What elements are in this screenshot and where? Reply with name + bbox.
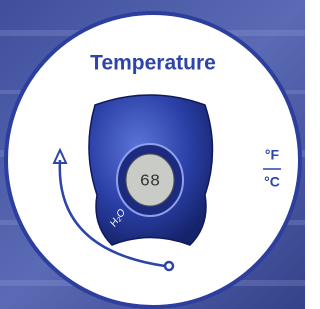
unit-label: °F — [265, 147, 280, 163]
scene: Temperature 68 H₂O °F °C — [0, 0, 305, 309]
title: Temperature — [90, 52, 216, 75]
unit-label: °C — [264, 174, 280, 190]
page: Temperature 68 H₂O °F °C (() => { const … — [0, 0, 305, 309]
arrow-tail — [165, 262, 173, 270]
display-reading: 68 — [140, 172, 160, 191]
device: 68 H₂O — [89, 95, 213, 245]
